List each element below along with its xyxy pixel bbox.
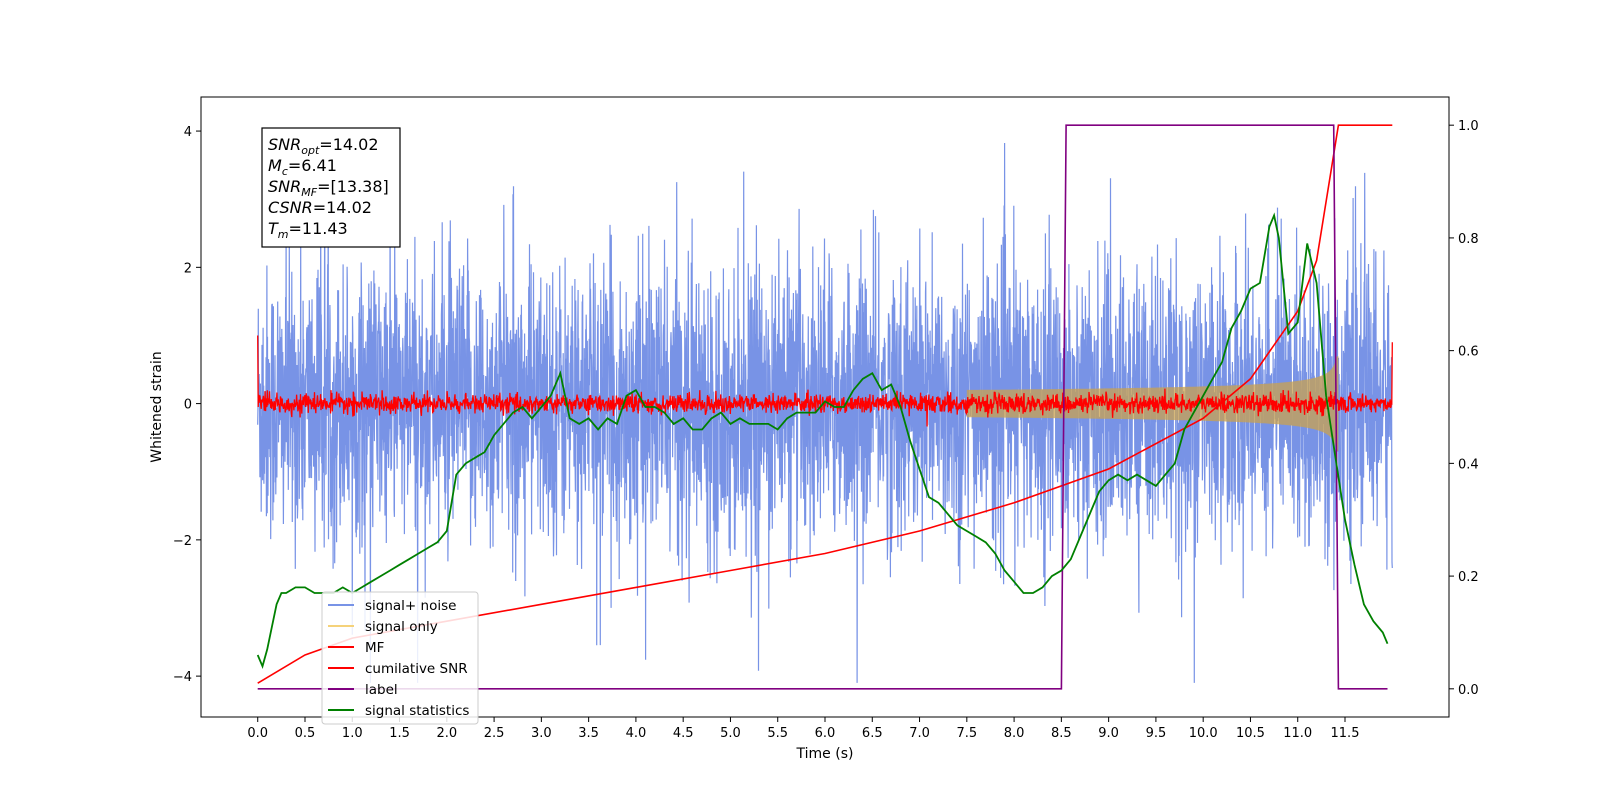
legend-label: signal statistics: [365, 703, 469, 719]
x-tick-label: 11.5: [1331, 726, 1360, 741]
x-tick-label: 5.5: [767, 726, 788, 741]
y-tick-label-right: 0.2: [1458, 570, 1479, 585]
x-tick-label: 1.0: [342, 726, 363, 741]
y-tick-label-left: 4: [184, 125, 192, 140]
x-tick-label: 3.0: [531, 726, 552, 741]
x-tick-label: 2.0: [436, 726, 457, 741]
x-tick-label: 1.5: [389, 726, 410, 741]
x-axis-label: Time (s): [796, 746, 854, 762]
annotation-frame: [261, 127, 401, 248]
annotation-line: Tm=11.43: [268, 219, 348, 241]
x-tick-label: 10.5: [1236, 726, 1265, 741]
x-tick-label: 8.5: [1051, 726, 1072, 741]
legend-label: cumilative SNR: [365, 661, 468, 677]
y-tick-label-left: 0: [184, 398, 192, 413]
legend: signal+ noise signal only MF cumilative SNR…: [321, 591, 479, 725]
y-tick-label-right: 0.4: [1458, 457, 1479, 472]
legend-label: label: [365, 682, 398, 698]
legend-label: MF: [365, 640, 384, 656]
annotation-box: SNRopt=14.02Mc=6.41SNRMF=[13.38]CSNR=14.…: [261, 127, 401, 248]
series-label-line: [257, 124, 1388, 690]
annotation-line: SNRMF=[13.38]: [268, 177, 389, 199]
x-tick-label: 0.0: [247, 726, 268, 741]
y-tick-label-right: 0.0: [1458, 683, 1479, 698]
x-tick-label: 9.5: [1146, 726, 1167, 741]
annotation-line: CSNR=14.02: [268, 198, 372, 217]
x-tick-label: 0.5: [295, 726, 316, 741]
x-tick-label: 4.0: [626, 726, 647, 741]
series-signal-statistics-line: [256, 212, 1389, 670]
y-tick-label-left: 2: [184, 261, 192, 276]
axes: 0.0 0.5 1.0 1.5 2.0 2.5 3.0 3.5 4.0 4.5 5.0 5.5 6.0 6…: [173, 119, 1479, 741]
x-tick-label: 3.5: [578, 726, 599, 741]
legend-frame: [321, 591, 479, 725]
y-tick-label-right: 1.0: [1458, 119, 1479, 134]
series-mf-line: [257, 335, 1393, 427]
y-tick-label-right: 0.8: [1458, 232, 1479, 247]
x-tick-label: 6.0: [815, 726, 836, 741]
y-tick-label-left: −2: [173, 534, 192, 549]
legend-label: signal only: [365, 619, 438, 635]
annotation-line: Mc=6.41: [268, 156, 337, 178]
x-tick-label: 5.0: [720, 726, 741, 741]
x-tick-label: 4.5: [673, 726, 694, 741]
x-tick-label: 10.0: [1189, 726, 1218, 741]
x-tick-label: 9.0: [1098, 726, 1119, 741]
x-tick-label: 11.0: [1283, 726, 1312, 741]
x-tick-label: 8.0: [1004, 726, 1025, 741]
annotation-line: SNRopt=14.02: [268, 135, 379, 157]
x-tick-label: 7.5: [956, 726, 977, 741]
x-tick-label: 2.5: [484, 726, 505, 741]
y-axis-label-left: Whitened strain: [149, 351, 165, 462]
x-tick-label: 6.5: [862, 726, 883, 741]
y-tick-label-left: −4: [173, 670, 192, 685]
y-tick-label-right: 0.6: [1458, 345, 1479, 360]
x-tick-label: 7.0: [909, 726, 930, 741]
legend-label: signal+ noise: [365, 598, 456, 614]
